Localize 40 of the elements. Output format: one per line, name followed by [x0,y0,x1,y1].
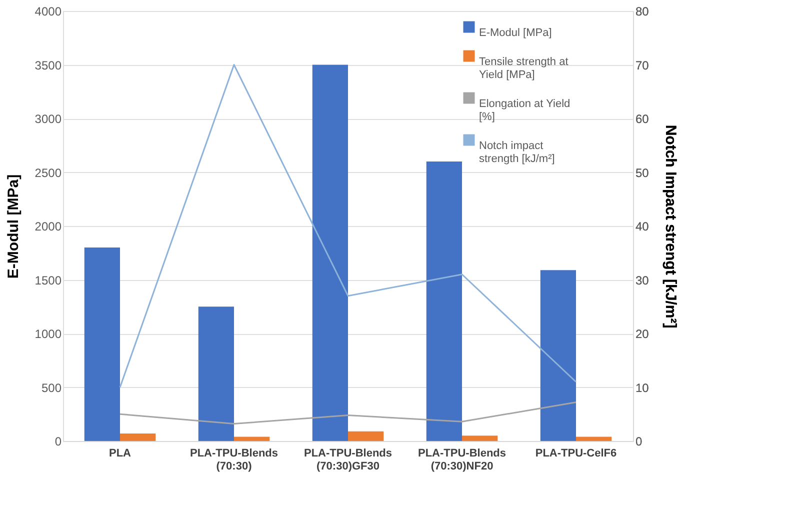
y2-tick-label: 0 [636,434,642,448]
bar [462,436,498,441]
legend-label: Elongation at Yield [%] [479,98,570,123]
bar [198,306,234,441]
x-tick-label: PLA-TPU-CelF6 [535,448,617,460]
y2-tick-label: 10 [636,380,650,395]
y2-tick-label: 50 [636,166,650,180]
x-tick-label: PLA-TPU-Blends (70:30) [190,448,278,472]
y2-tick-label: 20 [636,327,650,341]
y2-tick-label: 60 [636,112,650,126]
bar [540,270,576,441]
y-tick-label: 1000 [34,327,62,341]
y-tick-label: 3000 [34,112,62,126]
y2-tick-label: 80 [636,4,650,18]
y2-axis-title: Notch Impact strengt [kJ/m²] [662,124,679,328]
y-tick-label: 0 [54,434,62,448]
bar [576,436,612,441]
x-tick-label: PLA [109,448,132,460]
bar [426,162,462,441]
line-series [119,402,577,425]
bar [312,64,348,441]
bar [120,433,156,441]
bar [84,248,120,441]
x-tick-label: PLA-TPU-Blends (70:30)NF20 [418,448,506,472]
y2-tick-label: 30 [636,273,650,288]
y2-tick-label: 40 [636,220,650,234]
x-tick-label: PLA-TPU-Blends (70:30)GF30 [304,448,392,472]
y-tick-label: 1500 [34,273,62,288]
y2-tick-label: 70 [636,58,650,72]
y-tick-label: 500 [41,380,62,395]
y-tick-label: 4000 [34,4,62,18]
y-axis-title: E-Modul [MPa] [4,174,22,279]
y-tick-label: 3500 [34,58,62,72]
bar [234,436,270,441]
legend-label: Notch impact strength [kJ/m²] [479,140,555,165]
y-tick-label: 2000 [34,220,62,234]
y-tick-label: 2500 [34,166,62,180]
legend-label: E-Modul [MPa] [479,27,552,39]
legend-label: Tensile strength at Yield [MPa] [479,56,568,81]
bar [348,431,384,441]
